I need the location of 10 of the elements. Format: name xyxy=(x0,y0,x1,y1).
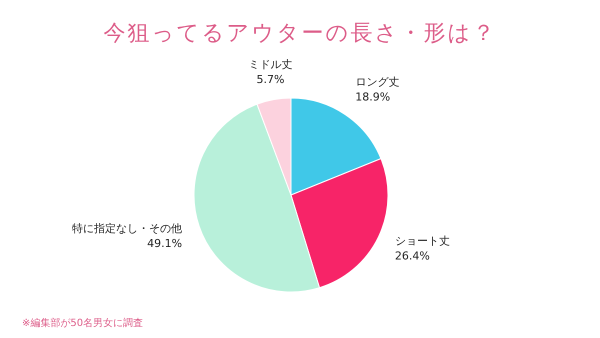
slice-label: 特に指定なし・その他 xyxy=(72,222,182,236)
data-label: 5.7% xyxy=(256,72,285,86)
data-label: 18.9% xyxy=(355,90,390,104)
text: ※編集部が50名男女に調査 xyxy=(22,317,144,329)
data-label: 26.4% xyxy=(394,249,430,262)
chart-title: 今狙ってるアウターの長さ・形は？ xyxy=(104,21,496,46)
slice-label: ショート丈 xyxy=(394,234,450,248)
slice-label: ロング丈 xyxy=(355,76,400,89)
data-label: 49.1% xyxy=(147,237,182,250)
slice-label: ミドル丈 xyxy=(248,58,293,71)
